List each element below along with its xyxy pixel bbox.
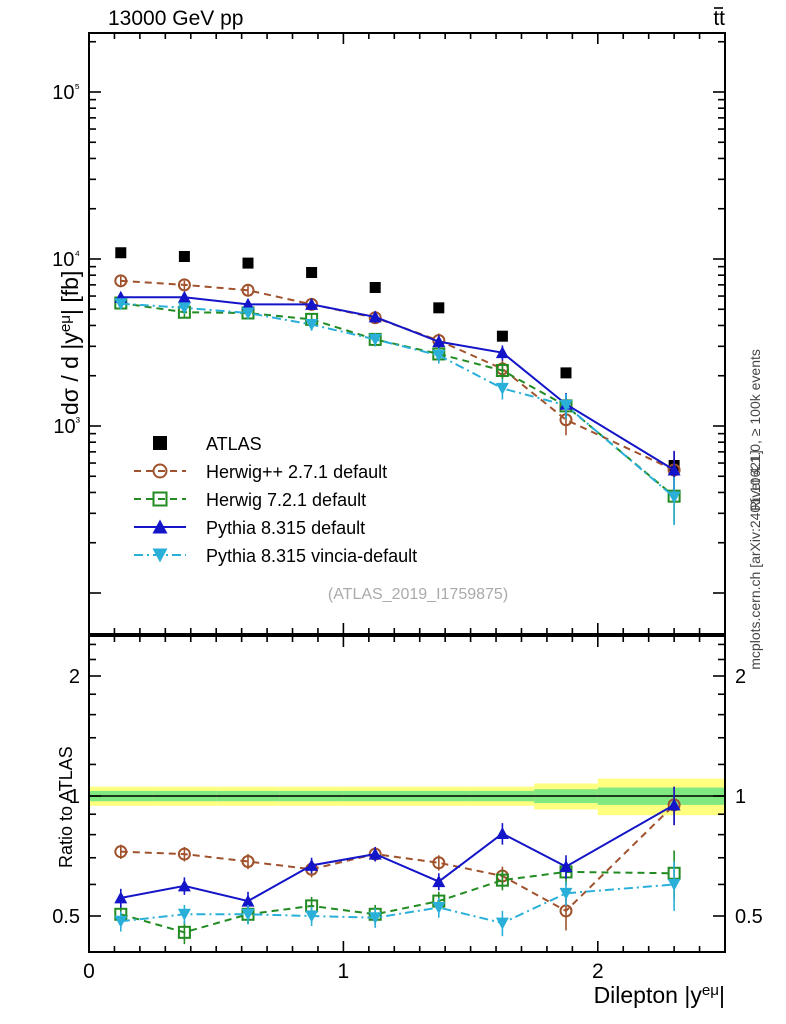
marker-Pythia 8.315 vincia-default (241, 307, 255, 320)
marker-ATLAS (178, 251, 190, 263)
y-axis-title-main: dσ / d |yeμ| [fb] (57, 271, 84, 415)
marker-Pythia 8.315 vincia-default (667, 491, 681, 504)
marker-Herwig 7.2.1 default (495, 363, 509, 377)
legend-marker-1 (152, 463, 168, 479)
header-right-label: tt (713, 7, 725, 30)
legend-label-0: ATLAS (206, 434, 262, 454)
main-panel-frame (88, 32, 726, 635)
y-tick-label-ratio-right: 2 (735, 666, 746, 688)
marker-Pythia 8.315 default (667, 463, 681, 476)
ratio-marker-Pythia 8.315 vincia-default (559, 887, 573, 900)
ratio-marker-Pythia 8.315 default (559, 860, 573, 873)
header-left-label: 13000 GeV pp (108, 7, 243, 30)
ratio-marker-Herwig++ 2.7.1 default (432, 856, 446, 870)
ratio-marker-Herwig 7.2.1 default (495, 873, 509, 887)
side-label-rivet: Rivet 4.1.0, ≥ 100k events (747, 349, 763, 511)
ratio-marker-Pythia 8.315 vincia-default (305, 910, 319, 923)
ratio-marker-Pythia 8.315 default (368, 847, 382, 860)
marker-Pythia 8.315 vincia-default (177, 302, 191, 315)
series-line-Herwig 7.2.1 default (120, 302, 675, 497)
marker-Pythia 8.315 vincia-default (495, 382, 509, 395)
legend-label-3: Pythia 8.315 default (206, 518, 365, 538)
ratio-marker-Herwig 7.2.1 default (177, 925, 191, 939)
marker-ATLAS (242, 257, 254, 269)
x-axis-title: Dilepton |yeμ| (594, 982, 725, 1009)
y-tick-label-ratio: 1 (69, 786, 80, 808)
ratio-marker-Pythia 8.315 default (305, 858, 319, 871)
y-tick-label-ratio: 2 (69, 666, 80, 688)
legend-label-2: Herwig 7.2.1 default (206, 490, 366, 510)
marker-Pythia 8.315 default (368, 310, 382, 323)
marker-Pythia 8.315 vincia-default (368, 333, 382, 346)
ratio-marker-Pythia 8.315 default (241, 894, 255, 907)
ratio-marker-Herwig++ 2.7.1 default (177, 847, 191, 861)
y-tick-label-main: 10⁵ (52, 80, 80, 105)
side-label-mcplots: mcplots.cern.ch [arXiv:2401.10621] (747, 450, 763, 669)
y-axis-title-ratio: Ratio to ATLAS (56, 746, 76, 868)
y-tick-label-main: 10⁴ (52, 247, 80, 272)
ratio-marker-Pythia 8.315 vincia-default (177, 908, 191, 921)
y-tick-label-main: 10³ (53, 414, 80, 439)
ratio-marker-Pythia 8.315 default (495, 827, 509, 840)
y-tick-label-ratio-right: 1 (735, 786, 746, 808)
marker-Herwig++ 2.7.1 default (114, 274, 128, 288)
ratio-marker-Pythia 8.315 default (667, 798, 681, 811)
legend-label-1: Herwig++ 2.7.1 default (206, 462, 387, 482)
marker-ATLAS (306, 267, 318, 279)
legend-marker-4 (152, 548, 168, 563)
legend-marker-2 (152, 491, 168, 507)
ratio-marker-Pythia 8.315 vincia-default (432, 902, 446, 915)
marker-ATLAS (496, 330, 508, 342)
x-tick-label: 1 (338, 960, 350, 983)
ratio-marker-Pythia 8.315 vincia-default (114, 915, 128, 928)
marker-Pythia 8.315 vincia-default (114, 298, 128, 311)
ratio-marker-Pythia 8.315 vincia-default (241, 908, 255, 921)
ratio-marker-Pythia 8.315 vincia-default (368, 912, 382, 925)
legend-marker-3 (152, 519, 168, 534)
marker-Pythia 8.315 default (495, 346, 509, 359)
y-tick-label-ratio: 0.5 (52, 906, 80, 928)
ratio-marker-Pythia 8.315 vincia-default (667, 878, 681, 891)
ratio-panel-frame (88, 635, 726, 953)
ratio-marker-Pythia 8.315 default (177, 879, 191, 892)
ratio-marker-Pythia 8.315 vincia-default (495, 917, 509, 930)
ratio-marker-Pythia 8.315 default (432, 875, 446, 888)
analysis-watermark: (ATLAS_2019_I1759875) (328, 586, 508, 603)
marker-Pythia 8.315 vincia-default (559, 399, 573, 412)
marker-Pythia 8.315 default (305, 297, 319, 310)
ratio-line-Herwig++ 2.7.1 default (120, 804, 675, 913)
ratio-line-Herwig 7.2.1 default (120, 870, 675, 934)
x-tick-label: 0 (83, 960, 95, 983)
x-tick-label: 2 (592, 960, 604, 983)
marker-Pythia 8.315 default (432, 335, 446, 348)
legend-marker-0 (153, 436, 167, 450)
marker-ATLAS (433, 302, 445, 314)
marker-Pythia 8.315 vincia-default (305, 319, 319, 332)
ratio-marker-Herwig++ 2.7.1 default (114, 845, 128, 859)
series-line-Pythia 8.315 default (120, 296, 675, 471)
marker-ATLAS (115, 247, 127, 259)
marker-ATLAS (369, 282, 381, 294)
series-line-Pythia 8.315 vincia-default (120, 302, 675, 498)
marker-Pythia 8.315 vincia-default (432, 349, 446, 362)
marker-Herwig++ 2.7.1 default (241, 283, 255, 297)
ratio-marker-Herwig++ 2.7.1 default (241, 854, 255, 868)
marker-Pythia 8.315 default (241, 297, 255, 310)
marker-Herwig++ 2.7.1 default (177, 278, 191, 292)
marker-Pythia 8.315 default (177, 290, 191, 303)
legend-label-4: Pythia 8.315 vincia-default (206, 546, 417, 566)
ratio-marker-Pythia 8.315 default (114, 891, 128, 904)
marker-ATLAS (560, 367, 572, 379)
y-tick-label-ratio-right: 0.5 (735, 906, 763, 928)
